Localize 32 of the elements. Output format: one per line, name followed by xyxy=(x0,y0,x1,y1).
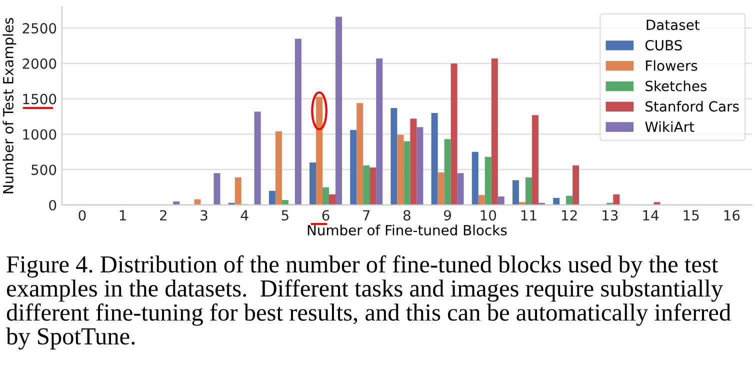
x-tick-label: 15 xyxy=(684,210,699,221)
legend-label: Stanford Cars xyxy=(646,100,739,112)
y-tick-label: 2500 xyxy=(22,23,56,34)
x-tick-label: 8 xyxy=(403,210,410,221)
x-tick-label: 16 xyxy=(724,210,740,221)
y-tick-label: 1000 xyxy=(23,129,56,140)
y-tick-label: 2000 xyxy=(22,58,56,69)
x-tick-label: 14 xyxy=(643,210,659,220)
x-tick-label: 10 xyxy=(480,210,496,221)
legend-label: WikiArt xyxy=(645,121,694,132)
x-tick-label: 13 xyxy=(602,210,618,221)
x-tick-label: 2 xyxy=(160,210,166,220)
x-tick-label: 5 xyxy=(282,210,288,221)
legend-label: CUBS xyxy=(645,40,682,50)
x-tick-label: 3 xyxy=(200,210,208,221)
x-axis-title: Number of Fine-tuned Blocks xyxy=(308,224,507,236)
legend-title: Dataset xyxy=(646,20,700,30)
x-tick-label: 6 xyxy=(322,210,330,221)
x-tick-label: 9 xyxy=(444,210,451,221)
y-tick-label: 1500 xyxy=(23,94,56,104)
y-axis-title: Number of Test Examples xyxy=(2,18,16,194)
x-tick-label: 11 xyxy=(521,210,536,220)
x-tick-label: 1 xyxy=(120,210,126,220)
y-tick-label: 500 xyxy=(32,164,56,176)
x-tick-label: 0 xyxy=(78,210,86,221)
legend-label: Flowers xyxy=(646,60,698,71)
y-tick-label: 0 xyxy=(49,200,56,210)
legend-label: Sketches xyxy=(646,80,707,92)
x-tick-label: 7 xyxy=(363,210,370,220)
x-tick-label: 12 xyxy=(562,210,577,220)
caption: Figure 4. Distribution of the number of fine-tuned blocks used by the test examples in the datasets. Different tasks and images require substantially different fine-tuning for best results, and this can be automatically inferred by SpotTune. xyxy=(6,255,731,350)
x-tick-label: 4 xyxy=(240,210,248,220)
